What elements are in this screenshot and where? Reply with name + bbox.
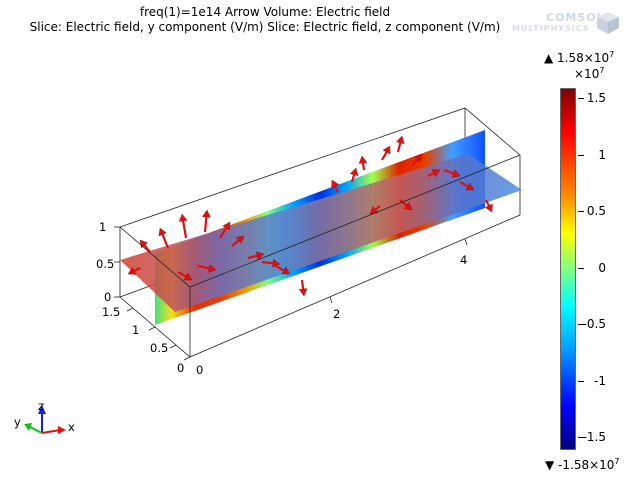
y-tick-0: 0 (177, 361, 184, 375)
arrow-head (178, 213, 188, 222)
arrow-shaft (197, 264, 210, 270)
colorbar-tick-label: 0 (598, 261, 606, 275)
arrow-head (403, 202, 413, 211)
arrow-shaft (231, 239, 240, 247)
arrow-head (358, 155, 368, 164)
arrow-head (281, 266, 291, 275)
arrow-head (255, 251, 265, 260)
arrow-shaft (203, 216, 208, 233)
colorbar-max-label: ▲ 1.58×107 (544, 50, 615, 65)
y-tick-0.5: 0.5 (150, 341, 168, 355)
axis-triad: z x y (14, 399, 75, 434)
z-tick-1: 1 (99, 220, 106, 234)
arrow-head (183, 272, 193, 281)
arrow-head (298, 288, 308, 297)
colorbar-min-label: ▼ -1.58×107 (545, 457, 620, 472)
x-tick-4: 4 (460, 253, 467, 267)
arrow-head (414, 153, 423, 163)
arrow-shaft (459, 181, 469, 188)
colorbar-tick (578, 98, 584, 99)
arrow-head (158, 227, 167, 237)
arrow-head (208, 264, 217, 273)
arrow-volume (127, 135, 493, 297)
arrow-shaft (219, 227, 228, 239)
arrow-head (451, 169, 461, 178)
colorbar-tick (578, 437, 584, 438)
colorbar (560, 88, 576, 450)
colorbar-tick-label: -1.5 (582, 430, 606, 444)
arrow-head (235, 235, 245, 244)
z-tick-0.5: 0.5 (96, 257, 114, 271)
colorbar-scale-label: ×107 (574, 66, 605, 81)
arrow-shaft (300, 279, 305, 290)
arrow-head (331, 179, 340, 189)
colorbar-tick-label: -0.5 (582, 317, 606, 331)
arrow-shaft (350, 174, 356, 183)
arrow-shaft (399, 199, 408, 207)
colorbar-tick-label: -1 (594, 374, 606, 388)
arrow-head (222, 221, 231, 231)
arrow-head (349, 167, 359, 177)
colorbar-tick (578, 211, 584, 212)
arrow-shaft (261, 260, 274, 265)
arrow-shaft (411, 158, 419, 167)
x-tick-0: 0 (196, 363, 203, 377)
arrow-shaft (161, 234, 170, 249)
triad-x-label: x (68, 420, 75, 434)
triad-y-label: y (14, 415, 21, 429)
plot-title-line1: freq(1)=1e14 Arrow Volume: Electric fiel… (139, 5, 391, 19)
colorbar-gradient (561, 89, 575, 449)
arrow-shaft (396, 142, 402, 153)
z-tick-0: 0 (104, 290, 111, 304)
axis-ticks (114, 226, 468, 361)
colorbar-tick-label: 1 (598, 148, 606, 162)
arrow-shaft (143, 244, 151, 253)
arrow-shaft (381, 151, 388, 161)
comsol-cube-icon (597, 12, 619, 34)
slice-z-component (120, 154, 522, 312)
arrow-shaft (443, 168, 454, 175)
arrow-head (484, 203, 493, 213)
y-tick-1.5: 1.5 (102, 305, 120, 319)
arrow-head (202, 209, 211, 218)
colorbar-tick (578, 381, 584, 382)
colorbar-tick-label: 1.5 (586, 91, 606, 105)
arrow-head (127, 266, 137, 275)
arrow-shaft (275, 265, 285, 272)
colorbar-tick (578, 155, 584, 156)
comsol-logo: COMSOL MULTIPHYSICS (508, 8, 620, 38)
colorbar-tick (578, 268, 584, 269)
triad-z-label: z (38, 399, 44, 413)
arrow-shaft (485, 199, 490, 207)
arrow-shaft (133, 267, 141, 272)
arrow-head (396, 135, 405, 145)
x-tick-2: 2 (333, 307, 340, 321)
y-tick-1: 1 (132, 323, 139, 337)
arrow-shaft (334, 185, 339, 193)
arrow-head (465, 182, 475, 191)
arrow-shaft (177, 271, 187, 278)
colorbar-tick (578, 324, 584, 325)
arrow-head (382, 145, 391, 155)
arrow-shaft (361, 162, 366, 171)
plot-title-line2: Slice: Electric field, y component (V/m)… (29, 20, 501, 34)
arrow-shaft (247, 254, 258, 260)
arrow-shaft (182, 220, 188, 239)
arrow-head (431, 169, 441, 178)
arrow-shaft (427, 172, 435, 177)
arrow-shaft (374, 205, 381, 211)
colorbar-tick-label: 0.5 (586, 204, 606, 218)
